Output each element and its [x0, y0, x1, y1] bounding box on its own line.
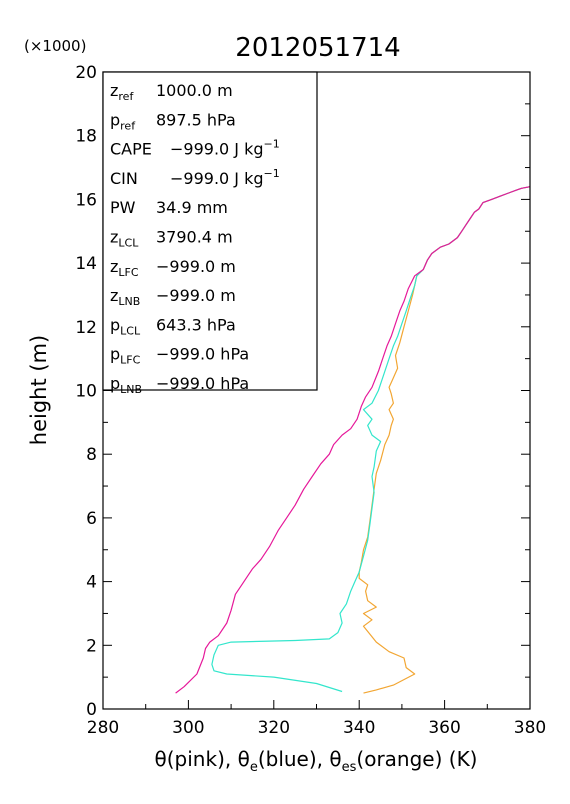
info-value: −999.0 hPa: [156, 345, 249, 364]
x-label-part-theta-e: (blue), θ: [258, 747, 342, 771]
info-value: −999.0 J kg: [170, 140, 264, 159]
y-tick-label: 20: [75, 63, 97, 83]
info-box-frame: [102, 71, 318, 391]
info-symbol: CIN: [110, 169, 138, 188]
info-row: pLFC −999.0 hPa: [110, 345, 249, 367]
info-symbol: z: [110, 81, 118, 100]
x-tick-label: 320: [258, 718, 290, 738]
x-label-part-theta: θ(pink), θ: [155, 747, 250, 771]
info-value: −999.0 J kg: [170, 169, 264, 188]
y-tick-label: 16: [75, 190, 97, 210]
info-row: zLNB −999.0 m: [110, 286, 236, 308]
info-row: pLNB −999.0 hPa: [110, 374, 249, 396]
x-label-sub-es: es: [342, 760, 357, 775]
info-symbol: z: [110, 257, 118, 276]
info-subscript: LCL: [118, 237, 139, 250]
chart-title: 2012051714: [235, 33, 400, 63]
y-tick-label: 2: [86, 636, 97, 656]
info-row: CIN −999.0 J kg−1: [110, 167, 280, 188]
y-tick-label: 10: [75, 382, 97, 402]
info-symbol: z: [110, 286, 118, 305]
info-superscript: −1: [264, 167, 280, 180]
y-tick-label: 8: [86, 445, 97, 465]
info-value: 897.5 hPa: [156, 110, 236, 129]
info-subscript: LFC: [120, 354, 140, 367]
x-tick-label: 360: [428, 718, 460, 738]
y-tick-label: 18: [75, 127, 97, 147]
info-row: zLFC −999.0 m: [110, 257, 236, 279]
series-line-theta: [175, 186, 531, 694]
info-row: PW 34.9 mm: [110, 198, 228, 217]
info-row: zref 1000.0 m: [110, 81, 233, 103]
info-value: 643.3 hPa: [156, 315, 236, 334]
info-subscript: LCL: [120, 324, 141, 337]
info-row: zLCL 3790.4 m: [110, 228, 233, 250]
info-symbol: p: [110, 110, 120, 129]
y-tick-label: 14: [75, 254, 97, 274]
info-subscript: LNB: [120, 383, 142, 396]
info-symbol: CAPE: [110, 140, 152, 159]
x-tick-label: 300: [172, 718, 204, 738]
y-tick-label: 4: [86, 573, 97, 593]
info-row: pref 897.5 hPa: [110, 110, 236, 132]
series-layer: [175, 186, 531, 694]
info-symbol: p: [110, 374, 120, 393]
x-tick-label: 340: [343, 718, 375, 738]
info-symbol: p: [110, 315, 120, 334]
series-line-theta-es: [358, 186, 531, 694]
y-multiplier-label: (×1000): [24, 37, 86, 55]
info-value: 1000.0 m: [156, 81, 233, 100]
info-row: CAPE −999.0 J kg−1: [110, 138, 280, 159]
info-value: 3790.4 m: [156, 228, 233, 247]
ticks-layer: 280 300 320 340 360 380 0 2 4 6 8 10 12 14 16 18 20: [75, 63, 546, 738]
y-tick-label: 6: [86, 509, 97, 529]
info-subscript: LFC: [118, 266, 138, 279]
y-tick-label: 12: [75, 318, 97, 338]
info-value: 34.9 mm: [156, 198, 228, 217]
info-symbol: z: [110, 228, 118, 247]
info-symbol: PW: [110, 198, 136, 217]
x-tick-label: 380: [514, 718, 546, 738]
info-subscript: LNB: [118, 295, 140, 308]
info-superscript: −1: [264, 138, 280, 151]
info-row: pLCL 643.3 hPa: [110, 315, 236, 337]
info-value: −999.0 m: [156, 257, 236, 276]
x-tick-label: 280: [87, 718, 119, 738]
info-value: −999.0 m: [156, 286, 236, 305]
x-label-part-theta-es: (orange) (K): [356, 747, 477, 771]
y-axis-label: height (m): [27, 335, 51, 445]
x-label-sub-e: e: [250, 760, 258, 775]
info-subscript: ref: [120, 119, 136, 132]
info-value: −999.0 hPa: [156, 374, 249, 393]
info-subscript: ref: [118, 90, 134, 103]
y-tick-label: 0: [86, 700, 97, 720]
x-axis-label: θ(pink), θe(blue), θes(orange) (K): [155, 747, 478, 775]
info-symbol: p: [110, 345, 120, 364]
